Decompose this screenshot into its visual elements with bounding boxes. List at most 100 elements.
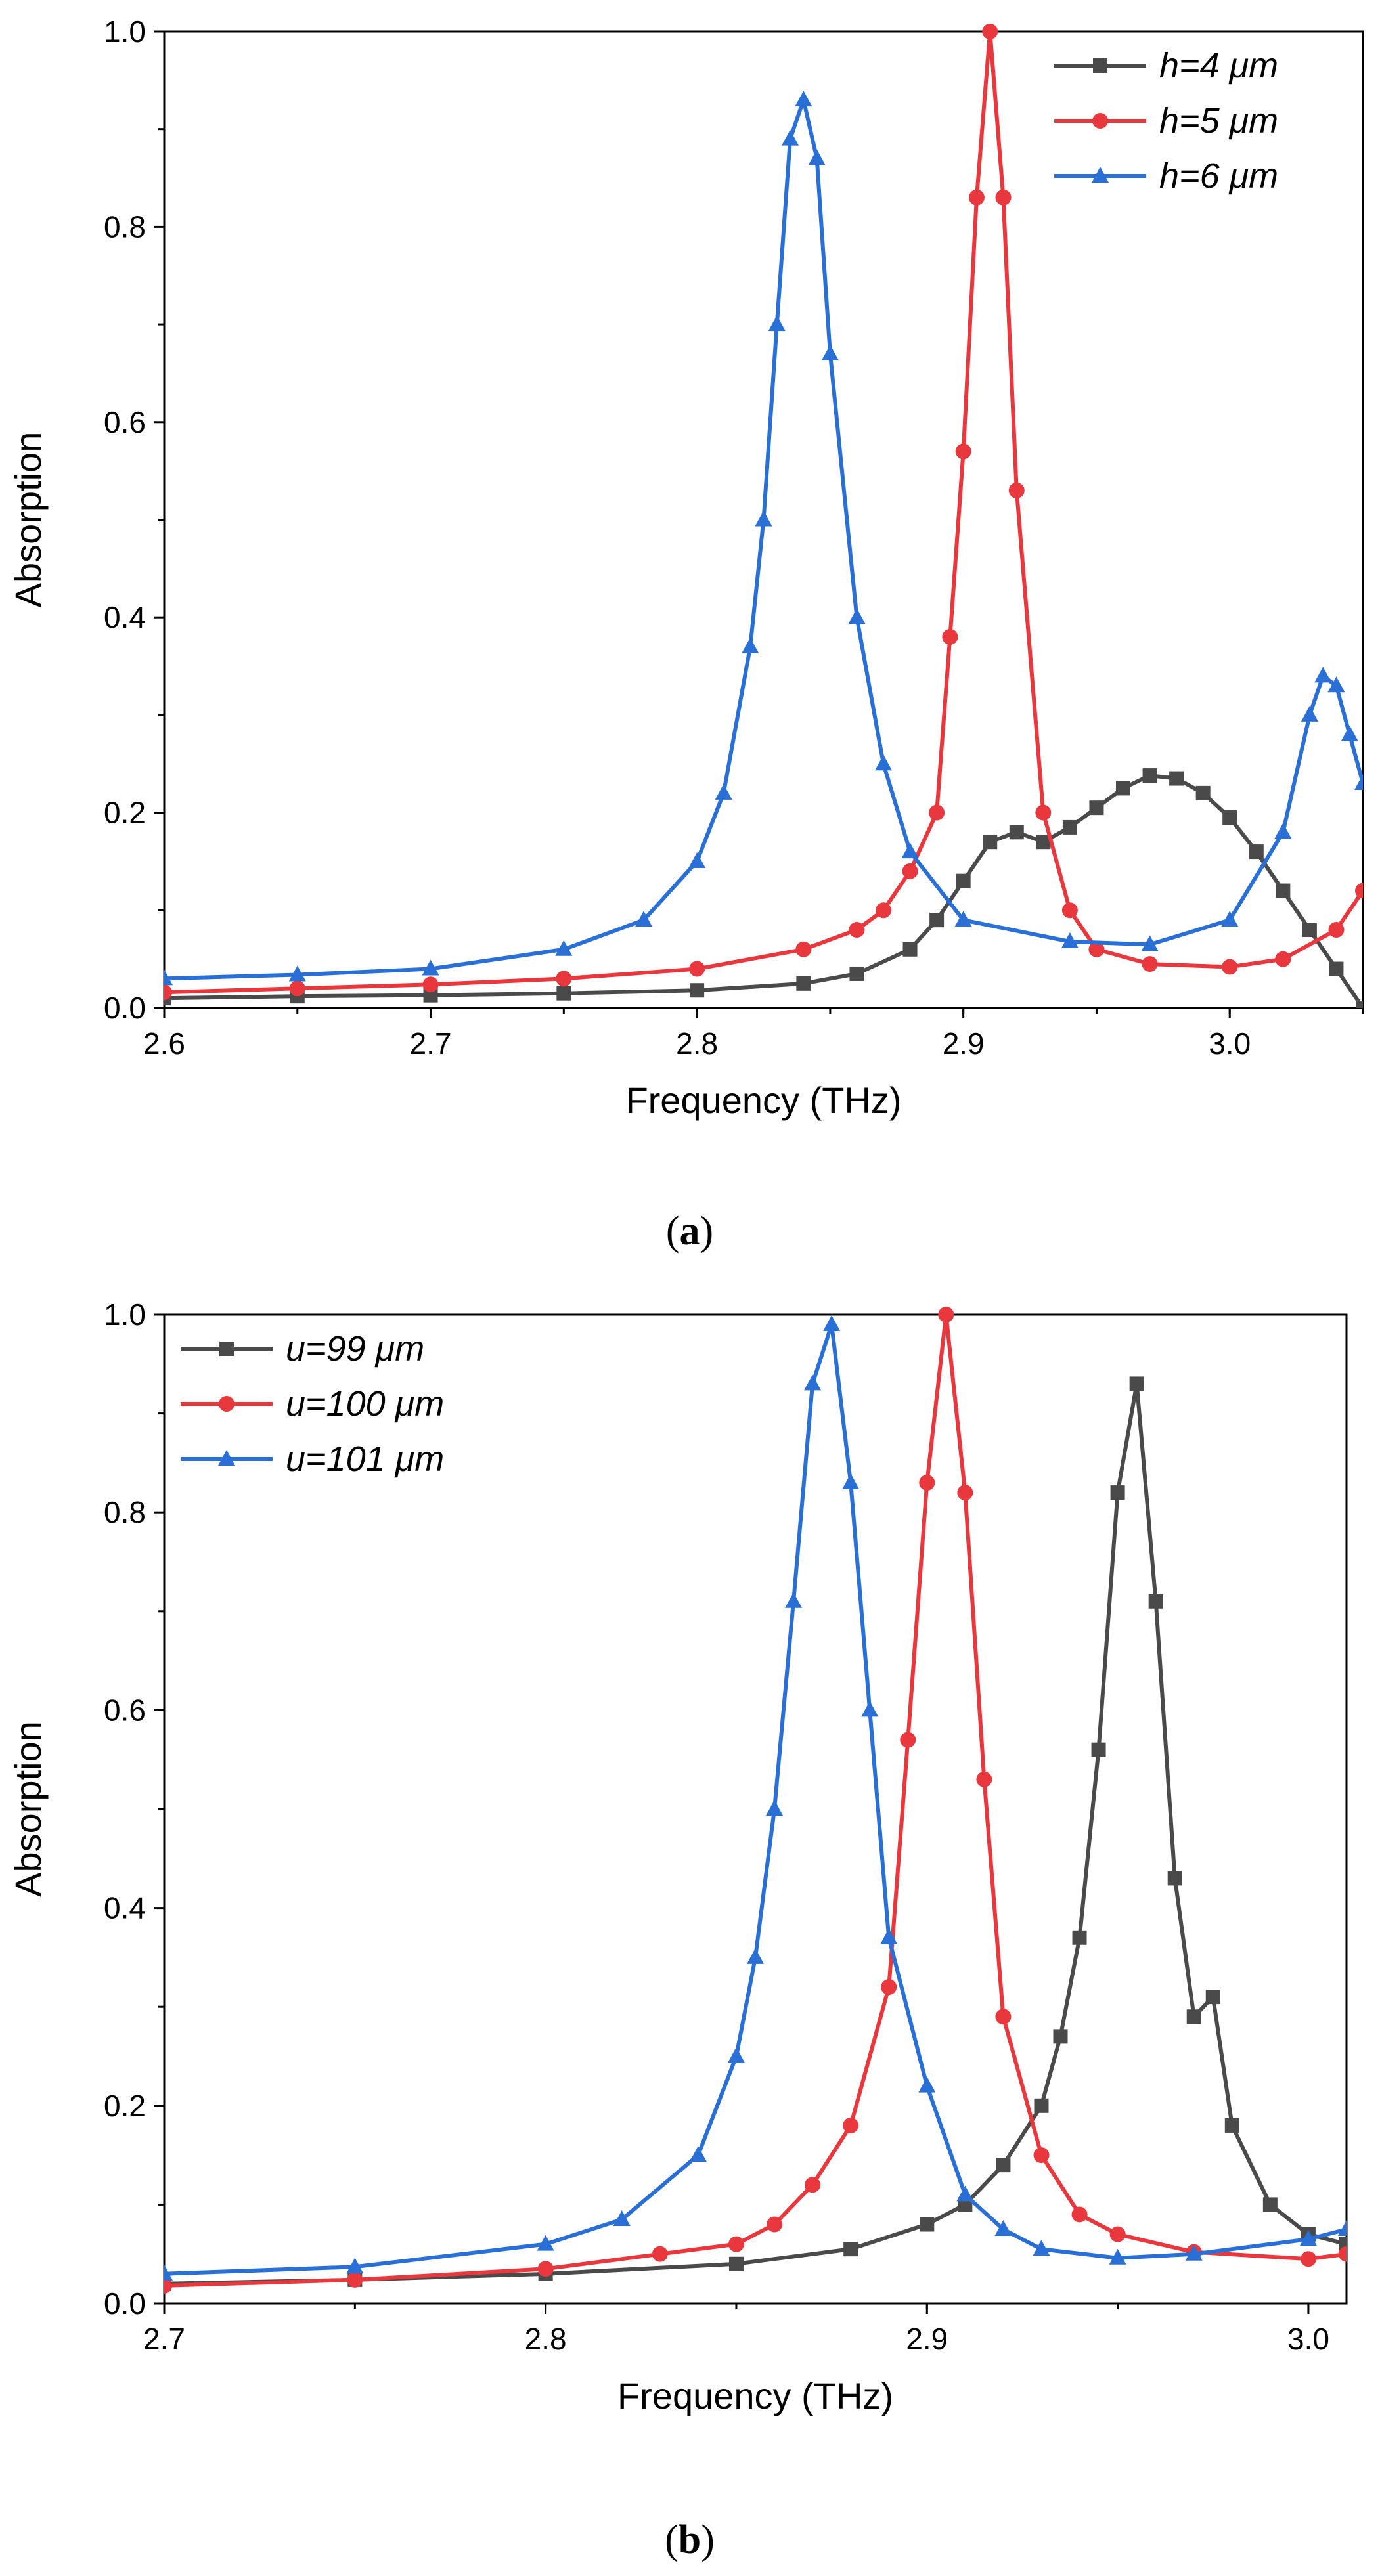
data-point (1224, 2118, 1239, 2133)
data-point (1262, 2197, 1278, 2212)
data-point (956, 2185, 974, 2202)
data-point (1089, 800, 1104, 816)
data-point (164, 969, 173, 986)
data-point (1142, 956, 1158, 972)
series-line (164, 30, 1363, 995)
data-point (968, 189, 985, 206)
series-red (164, 1307, 1347, 2294)
data-point (1355, 883, 1363, 899)
data-point (994, 2220, 1012, 2237)
data-point (1148, 1594, 1163, 1609)
data-point (875, 754, 892, 771)
data-point (1301, 705, 1318, 722)
data-point (422, 959, 439, 976)
data-point (1091, 1742, 1106, 1757)
chart-a: 2.6 2.7 2.8 2.9 3.0 0.0 0.2 0.4 0.6 0.8 1.0 Frequen… (7, 14, 1364, 1254)
x-tick-label: 2.8 (676, 1026, 718, 1060)
y-axis-label: Absorption (7, 432, 49, 608)
data-point (1009, 825, 1024, 840)
data-point (1222, 810, 1237, 825)
data-point (861, 1701, 879, 1717)
data-point (423, 988, 438, 1003)
data-point (956, 873, 971, 888)
data-point (689, 2146, 707, 2162)
data-point (1109, 2248, 1126, 2265)
legend-label: h=4 μm (1159, 46, 1278, 85)
data-point (1116, 781, 1130, 796)
data-point (1276, 883, 1291, 898)
x-axis-label: Frequency (THz) (617, 2375, 893, 2416)
data-point (1033, 2240, 1050, 2256)
legend: h=4 μm h=5 μm h=6 μm (1054, 46, 1278, 196)
data-point (1035, 804, 1052, 821)
data-point (1205, 1990, 1220, 2005)
data-point (1300, 2251, 1316, 2267)
data-point (1302, 923, 1317, 938)
data-point (164, 2277, 172, 2294)
data-point (747, 1948, 764, 1964)
data-point (900, 1732, 916, 1748)
data-point (976, 1771, 992, 1787)
x-tick-label: 2.8 (525, 2322, 567, 2356)
data-point (164, 984, 172, 1001)
figure-caption: (a) (666, 1209, 713, 1254)
data-point (728, 2256, 744, 2271)
series-red (164, 24, 1363, 1001)
y-tick-label: 0.2 (104, 796, 146, 830)
data-point (929, 804, 945, 821)
data-point (1186, 2009, 1201, 2024)
figure-caption: (b) (665, 2518, 715, 2562)
series-line (164, 1382, 1347, 2286)
data-point (902, 863, 918, 879)
data-point (1249, 844, 1264, 860)
data-point (795, 91, 812, 107)
y-tick-label: 0.0 (104, 991, 146, 1025)
data-point (347, 2271, 363, 2288)
data-point (881, 1979, 897, 1996)
data-point (1185, 2244, 1203, 2261)
y-tick-label: 0.8 (104, 209, 146, 244)
data-point (1314, 666, 1332, 683)
data-point (1109, 2226, 1126, 2242)
data-point (164, 2264, 173, 2281)
data-point (288, 965, 306, 982)
legend-marker (1093, 58, 1107, 73)
data-point (996, 2158, 1011, 2173)
data-point (983, 835, 998, 850)
data-point (1036, 835, 1051, 850)
data-point (804, 1374, 822, 1391)
y-tick-label: 0.6 (104, 1693, 146, 1727)
data-point (690, 983, 705, 998)
data-point (942, 628, 958, 645)
data-point (1328, 922, 1345, 938)
data-point (289, 980, 305, 997)
data-point (782, 129, 799, 146)
data-point (1033, 2147, 1050, 2164)
data-point (848, 608, 866, 624)
data-point (982, 24, 998, 39)
data-point (613, 2210, 631, 2226)
y-tick-label: 0.2 (104, 2089, 146, 2123)
data-point (1339, 2237, 1347, 2252)
data-point (1169, 771, 1184, 786)
data-point (727, 2047, 745, 2063)
legend-marker (1092, 167, 1109, 183)
series-black (164, 1376, 1347, 2291)
data-point (918, 2076, 936, 2093)
data-point (880, 1928, 898, 1944)
data-point (849, 922, 865, 938)
data-point (1341, 725, 1358, 741)
data-point (1142, 768, 1157, 783)
data-point (808, 149, 826, 165)
data-point (902, 942, 918, 957)
data-point (1329, 961, 1344, 976)
data-point (1338, 2220, 1347, 2237)
data-point (1354, 774, 1363, 790)
legend-label: u=99 μm (286, 1329, 424, 1368)
data-point (768, 315, 786, 332)
x-tick-label: 2.9 (943, 1026, 985, 1060)
data-point (823, 1315, 841, 1332)
data-point (1110, 1485, 1125, 1500)
y-tick-label: 0.8 (104, 1495, 146, 1529)
y-tick-label: 0.4 (104, 1891, 146, 1925)
